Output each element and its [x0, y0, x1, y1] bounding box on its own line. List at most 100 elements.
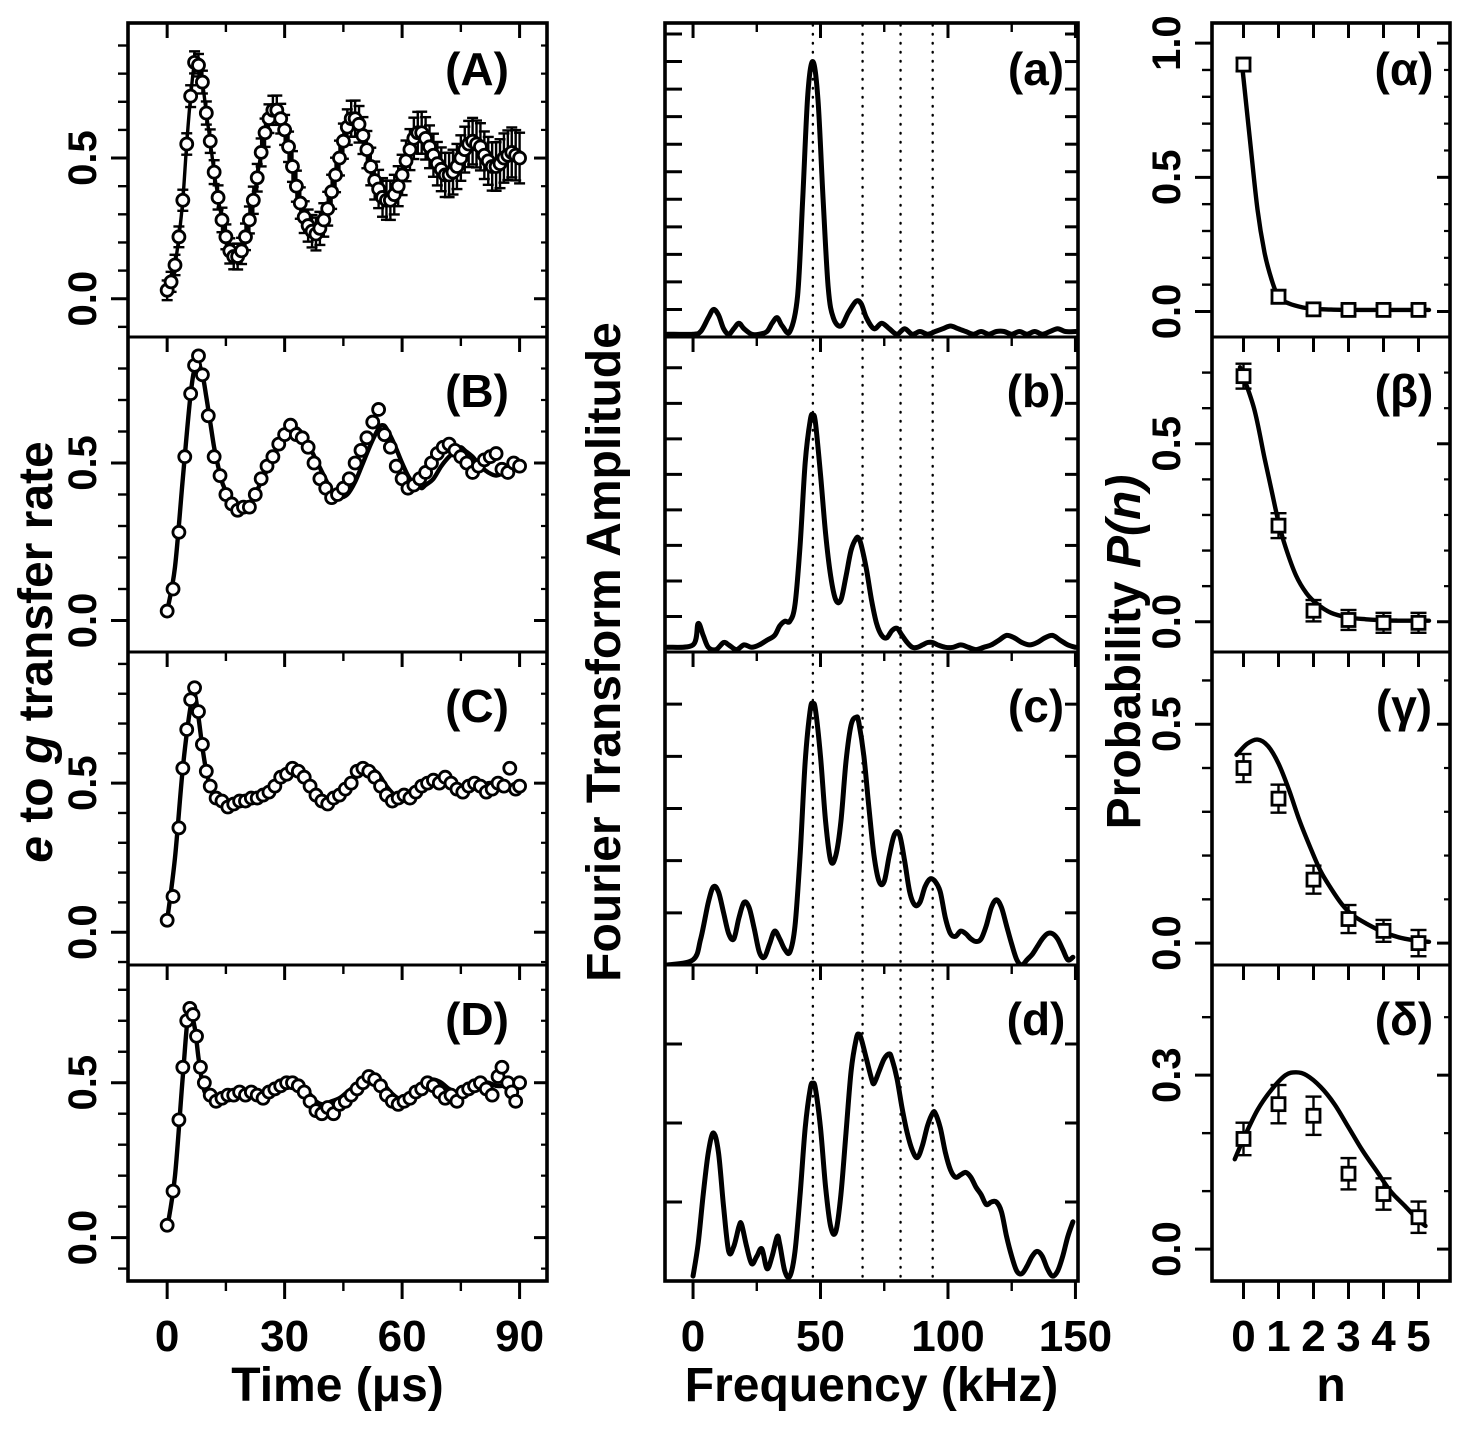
y-tick-label-0.5: 0.5	[1145, 416, 1189, 472]
data-point-square	[1270, 517, 1287, 534]
y-tick-label-0.0: 0.0	[61, 593, 105, 649]
data-point-circle	[241, 212, 257, 228]
data-point-circle	[159, 1217, 175, 1233]
data-point-square	[1340, 612, 1357, 628]
column-time-domain: 0.0 0.5 (A) 0.0 0.5 (B) 0.0 0.5 (C) 0.0 0.5 (D) 0 30 6…	[10, 21, 549, 1412]
data-point-square	[1270, 288, 1287, 305]
data-point-circle	[195, 74, 210, 90]
data-point-circle	[353, 442, 369, 458]
data-point-circle	[484, 1087, 500, 1103]
x-ticks-top	[1242, 337, 1420, 352]
data-point-square	[1235, 1131, 1252, 1147]
data-point-circle	[494, 1059, 510, 1075]
data-point-square	[1375, 922, 1392, 939]
y-axis-title-time-domain: e to g transfer rate	[10, 441, 63, 862]
panel-γ: 0.0 0.5 (γ)	[1145, 652, 1450, 971]
panel-curve	[1232, 1070, 1428, 1229]
x-tick-label-30: 30	[260, 1312, 309, 1361]
data-point-circle	[165, 889, 181, 904]
data-point-circle	[218, 229, 234, 245]
panel-curve	[690, 1031, 1076, 1280]
data-point-square	[1410, 935, 1427, 952]
data-point-circle	[281, 139, 296, 155]
data-point-circle	[241, 499, 257, 515]
data-point-circle	[159, 603, 175, 619]
data-point-square	[1305, 1107, 1322, 1124]
x-tick-label-100: 100	[911, 1312, 984, 1361]
y-tick-label-0.5: 0.5	[1145, 696, 1189, 752]
data-point-square	[1305, 602, 1322, 619]
data-point-circle	[175, 192, 191, 208]
data-point-circle	[200, 408, 216, 424]
panel-plot-area	[666, 411, 1077, 651]
x-ticks-top	[165, 652, 522, 667]
data-point-circle	[512, 150, 527, 166]
x-tick-label-0: 0	[1231, 1312, 1255, 1361]
data-point-circle	[187, 680, 202, 696]
data-point-square	[1270, 1096, 1287, 1113]
y-tick-label-0.5: 0.5	[61, 130, 105, 186]
panel-d: (d)	[665, 965, 1078, 1280]
x-tick-label-0: 0	[681, 1312, 705, 1361]
x-ticks-top	[165, 965, 522, 980]
data-point-circle	[341, 471, 357, 487]
data-point-circle	[177, 449, 193, 465]
data-markers	[159, 680, 527, 928]
data-point-circle	[171, 820, 187, 836]
data-point-circle	[247, 487, 263, 502]
x-ticks-top	[1242, 23, 1420, 38]
panel-α: 0.0 0.5 1.0 (α)	[1145, 15, 1450, 339]
data-point-circle	[277, 122, 293, 138]
data-markers	[1235, 368, 1427, 631]
data-point-circle	[371, 402, 387, 417]
data-markers	[1235, 760, 1427, 952]
data-point-circle	[496, 778, 512, 794]
y-tick-label-0.5: 0.5	[61, 755, 105, 811]
panel-curve	[666, 411, 1077, 651]
data-point-circle	[382, 439, 398, 455]
data-point-circle	[288, 178, 304, 194]
data-point-circle	[189, 1028, 204, 1044]
data-point-circle	[359, 430, 375, 446]
panel-label-γ: (γ)	[1376, 680, 1432, 732]
data-point-square	[1340, 1165, 1357, 1182]
panel-β: 0.0 0.5 (β)	[1145, 337, 1450, 650]
y-ticks	[665, 702, 1078, 915]
panel-plot-area	[1235, 362, 1432, 634]
data-markers	[1235, 56, 1427, 318]
data-point-circle	[394, 167, 410, 183]
data-point-circle	[198, 105, 214, 121]
x-tick-label-5: 5	[1406, 1312, 1430, 1361]
data-point-circle	[512, 1075, 527, 1091]
data-point-circle	[502, 760, 518, 776]
data-point-circle	[195, 367, 210, 383]
data-point-circle	[210, 190, 226, 205]
data-point-square	[1305, 871, 1322, 888]
data-point-square	[1340, 911, 1357, 927]
panel-label-α: (α)	[1375, 43, 1434, 95]
data-point-circle	[245, 192, 261, 208]
panel-label-D: (D)	[445, 993, 509, 1045]
panel-plot-area	[1235, 56, 1432, 318]
y-tick-label-0.5: 0.5	[61, 435, 105, 491]
data-point-circle	[191, 57, 206, 73]
data-point-circle	[377, 427, 392, 443]
panel-label-d: (d)	[1007, 993, 1066, 1045]
data-point-square	[1235, 56, 1252, 73]
data-point-circle	[300, 439, 316, 455]
panel-label-b: (b)	[1007, 365, 1066, 417]
panel-B: 0.0 0.5 (B)	[61, 337, 547, 648]
data-point-circle	[183, 692, 199, 708]
data-point-circle	[202, 133, 218, 149]
data-point-circle	[324, 184, 340, 200]
panel-label-c: (c)	[1008, 680, 1064, 732]
data-point-circle	[171, 524, 187, 540]
data-point-circle	[253, 471, 269, 487]
data-point-circle	[388, 458, 404, 474]
y-tick-label-0.3: 0.3	[1145, 1047, 1189, 1103]
panel-plot-area	[1232, 1070, 1428, 1235]
data-markers	[159, 348, 527, 619]
panel-label-a: (a)	[1008, 43, 1064, 95]
x-axis-bottom: 0 30 60 90	[155, 1281, 544, 1361]
